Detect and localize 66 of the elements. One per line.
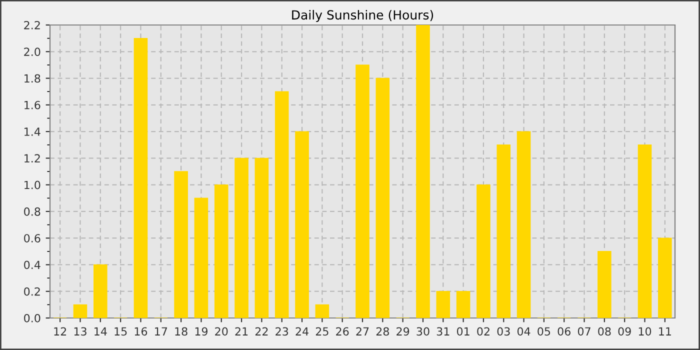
bar <box>214 184 228 318</box>
y-tick-label: 0.8 <box>24 207 40 216</box>
x-tick-label: 22 <box>255 327 268 336</box>
y-tick-label: 1.4 <box>24 128 40 136</box>
x-tick-label: 05 <box>538 327 550 336</box>
x-tick-label: 14 <box>94 327 107 336</box>
x-tick-label: 02 <box>477 327 490 336</box>
x-tick-label: 25 <box>316 327 328 336</box>
bar <box>516 131 531 318</box>
x-tick-label: 11 <box>659 327 671 336</box>
y-tick-label: 1.0 <box>24 180 40 190</box>
y-tick-label: 0.4 <box>24 260 40 270</box>
bar <box>194 198 208 318</box>
bar <box>274 91 289 318</box>
x-tick-label: 15 <box>114 327 127 336</box>
y-tick-label: 1.6 <box>24 100 40 110</box>
x-tick-label: 24 <box>296 327 308 336</box>
bar <box>356 64 370 318</box>
x-tick-label: 13 <box>74 327 86 336</box>
x-tick-label: 19 <box>195 327 208 336</box>
y-tick-label: 0.0 <box>24 314 40 322</box>
x-tick-label: 26 <box>336 327 349 336</box>
bar <box>658 238 672 318</box>
x-tick-label: 09 <box>618 327 631 336</box>
bar <box>234 158 248 318</box>
y-tick-label: 2.2 <box>24 20 40 30</box>
y-tick-label: 1.8 <box>24 74 40 83</box>
x-tick-label: 30 <box>416 327 430 336</box>
x-tick-label: 16 <box>134 327 148 336</box>
bar <box>496 144 511 318</box>
x-tick-label: 03 <box>497 327 510 336</box>
x-tick-label: 17 <box>155 327 168 336</box>
bar <box>94 264 108 318</box>
chart-title: Daily Sunshine (Hours) <box>292 10 434 22</box>
x-tick-label: 29 <box>396 327 410 336</box>
bar <box>598 251 612 318</box>
x-tick-label: 04 <box>517 327 530 336</box>
x-tick-label: 08 <box>598 327 611 336</box>
bar <box>638 144 652 318</box>
bar <box>315 304 330 318</box>
x-tick-label: 27 <box>356 327 369 336</box>
x-tick-label: 07 <box>578 327 590 336</box>
bar <box>295 131 309 318</box>
bar <box>254 158 269 318</box>
bar <box>456 291 470 318</box>
y-tick-label: 0.2 <box>24 287 40 296</box>
bar <box>436 291 450 318</box>
x-tick-label: 31 <box>436 327 450 336</box>
y-tick-label: 1.2 <box>24 154 40 162</box>
bar <box>476 184 490 318</box>
x-tick-label: 01 <box>456 327 470 336</box>
y-tick-label: 2.0 <box>24 48 40 56</box>
x-tick-label: 28 <box>376 327 389 336</box>
x-tick-label: 23 <box>276 327 288 336</box>
bar <box>416 25 430 318</box>
bar <box>376 78 390 318</box>
x-tick-label: 18 <box>175 327 188 336</box>
x-tick-label: 20 <box>215 327 228 336</box>
y-tick-label: 0.6 <box>24 234 40 242</box>
bar <box>73 304 88 318</box>
x-tick-label: 21 <box>235 327 248 336</box>
x-tick-label: 12 <box>54 327 66 336</box>
bar <box>134 38 148 318</box>
x-tick-label: 06 <box>558 327 570 336</box>
bar <box>174 171 188 318</box>
x-tick-label: 10 <box>638 327 652 336</box>
